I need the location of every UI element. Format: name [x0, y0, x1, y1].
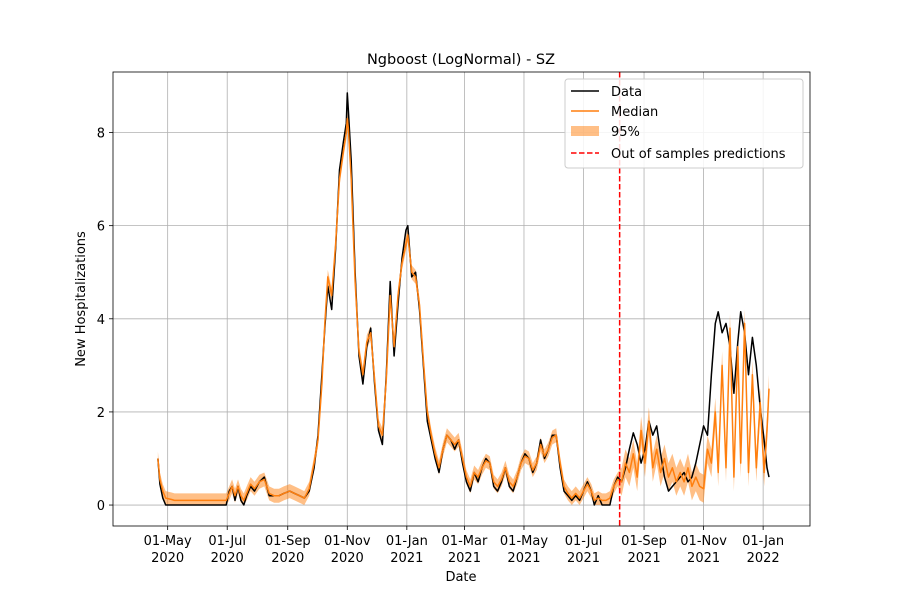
legend-oos-label: Out of samples predictions: [611, 147, 786, 162]
x-tick-label-year: 2021: [628, 551, 661, 566]
y-tick-label: 0: [97, 499, 105, 514]
legend-box: [564, 78, 804, 169]
x-tick-label: 01-Jan: [742, 534, 784, 549]
x-tick-label-year: 2021: [567, 551, 600, 566]
x-tick-label-year: 2020: [151, 551, 184, 566]
x-axis-ticks: 01-May 2020 01-Jul 2020 01-Sep 2020 01-Nov 2020…: [144, 526, 784, 566]
y-axis-ticks: 0 2 4 6 8: [97, 127, 113, 514]
x-axis-label: Date: [445, 570, 476, 585]
x-tick-label: 01-Mar: [442, 534, 488, 549]
y-tick-label: 8: [97, 127, 105, 142]
y-axis-label: New Hospitalizations: [74, 231, 89, 367]
median-series-line: [157, 117, 770, 502]
y-tick-label: 6: [97, 220, 105, 235]
x-tick-label: 01-Nov: [680, 534, 727, 549]
legend: Data Median 95% Out of samples predictio…: [564, 78, 804, 169]
x-tick-label: 01-Jan: [386, 534, 428, 549]
legend-band-swatch: [571, 126, 599, 136]
legend-median-label: Median: [611, 105, 658, 120]
legend-data-label: Data: [611, 85, 642, 100]
x-tick-label: 01-Sep: [265, 534, 311, 549]
x-tick-label: 01-Nov: [324, 534, 371, 549]
x-tick-label-year: 2021: [687, 551, 720, 566]
legend-band-label: 95%: [611, 125, 640, 140]
chart-title: Ngboost (LogNormal) - SZ: [367, 52, 555, 68]
x-tick-label: 01-Sep: [621, 534, 667, 549]
x-tick-label-year: 2021: [390, 551, 423, 566]
x-tick-label: 01-May: [144, 534, 192, 549]
plot-frame: [112, 71, 811, 527]
y-tick-label: 4: [97, 313, 105, 328]
x-tick-label-year: 2021: [507, 551, 540, 566]
x-tick-label: 01-May: [500, 534, 548, 549]
y-tick-label: 2: [97, 406, 105, 421]
x-tick-label-year: 2020: [211, 551, 244, 566]
x-tick-label: 01-Jul: [565, 534, 603, 549]
x-tick-label-year: 2020: [331, 551, 364, 566]
x-tick-label-year: 2022: [747, 551, 780, 566]
x-tick-label-year: 2020: [271, 551, 304, 566]
x-tick-label: 01-Jul: [208, 534, 246, 549]
x-tick-label-year: 2021: [448, 551, 481, 566]
